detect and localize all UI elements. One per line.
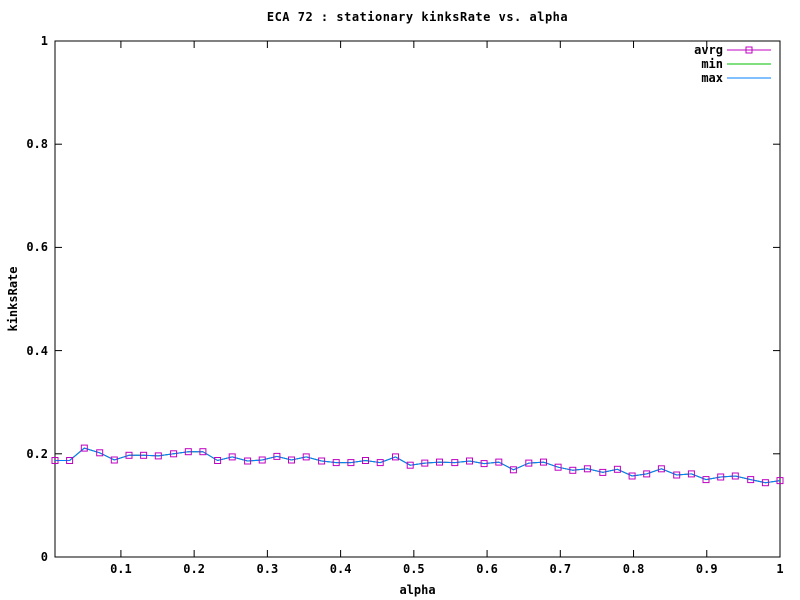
data-point-marker (673, 471, 681, 479)
data-point-marker (332, 459, 340, 467)
y-tick-label: 0.4 (26, 343, 48, 358)
legend-label-max: max (701, 71, 723, 85)
chart-title: ECA 72 : stationary kinksRate vs. alpha (266, 10, 569, 24)
legend-sample-marker-avrg (745, 46, 753, 54)
data-point-marker (421, 459, 429, 467)
data-point-marker (628, 472, 636, 480)
y-tick-label: 0.2 (26, 446, 48, 461)
y-tick-label: 0.6 (26, 240, 48, 255)
data-point-marker (687, 470, 695, 478)
data-point-marker (199, 448, 207, 456)
x-tick-label: 0.6 (476, 562, 498, 576)
data-point-marker (258, 456, 266, 464)
data-point-marker (657, 465, 665, 473)
data-point-marker (170, 450, 178, 458)
data-point-marker (80, 444, 88, 452)
data-point-marker (525, 459, 533, 467)
data-point-marker (451, 459, 459, 467)
data-point-marker (717, 473, 725, 481)
data-point-marker (747, 476, 755, 484)
data-point-marker (273, 452, 281, 460)
x-tick-label: 0.5 (402, 562, 425, 576)
data-point-marker (228, 453, 236, 461)
plot-border (54, 40, 781, 558)
data-point-marker (406, 461, 414, 469)
data-point-marker (125, 451, 133, 459)
data-point-marker (154, 452, 162, 460)
data-point-marker (509, 466, 517, 474)
data-point-marker (495, 458, 503, 466)
data-point-marker (466, 457, 473, 465)
data-point-marker (554, 463, 562, 471)
data-point-marker (776, 477, 784, 485)
data-point-marker (362, 457, 369, 464)
data-point-marker (110, 456, 118, 464)
data-point-marker (583, 465, 591, 473)
series-line-max (55, 447, 781, 484)
y-tick-label: 0 (40, 550, 48, 564)
legend-label-min: min (701, 57, 723, 71)
series-line-avrg (55, 447, 781, 484)
data-point-marker (731, 472, 739, 480)
data-point-marker (761, 479, 769, 487)
data-point-marker (302, 453, 310, 461)
data-point-marker (318, 457, 326, 465)
x-tick-label: 0.1 (110, 562, 132, 576)
data-point-marker (288, 456, 295, 464)
x-tick-label: 0.2 (183, 562, 205, 576)
data-point-marker (96, 449, 104, 457)
data-point-marker (613, 465, 621, 473)
data-point-marker (244, 457, 252, 465)
x-tick-label: 0.9 (695, 562, 718, 576)
x-tick-label: 1 (776, 562, 784, 576)
data-point-marker (376, 459, 384, 467)
data-point-marker (702, 476, 710, 484)
x-tick-label: 0.3 (256, 562, 279, 576)
x-tick-label: 0.8 (622, 562, 645, 576)
data-point-marker (480, 460, 488, 468)
y-tick-label: 1 (40, 34, 48, 48)
data-point-marker (214, 457, 222, 464)
x-tick-label: 0.7 (549, 562, 572, 576)
data-point-marker (140, 451, 148, 459)
y-tick-label: 0.8 (26, 137, 48, 152)
series-line-min (55, 447, 781, 484)
data-point-marker (643, 470, 651, 478)
data-point-marker (392, 453, 399, 461)
data-point-marker (184, 448, 192, 456)
data-point-marker (51, 457, 59, 464)
x-axis-label: alpha (399, 583, 436, 597)
data-point-marker (540, 458, 547, 466)
data-point-marker (66, 457, 74, 464)
data-point-marker (347, 459, 355, 467)
data-point-marker (436, 458, 443, 466)
legend-label-avrg: avrg (694, 43, 723, 57)
x-tick-label: 0.4 (329, 562, 352, 576)
data-point-marker (569, 466, 577, 474)
series-markers-avrg (51, 444, 784, 487)
data-point-marker (599, 468, 607, 476)
